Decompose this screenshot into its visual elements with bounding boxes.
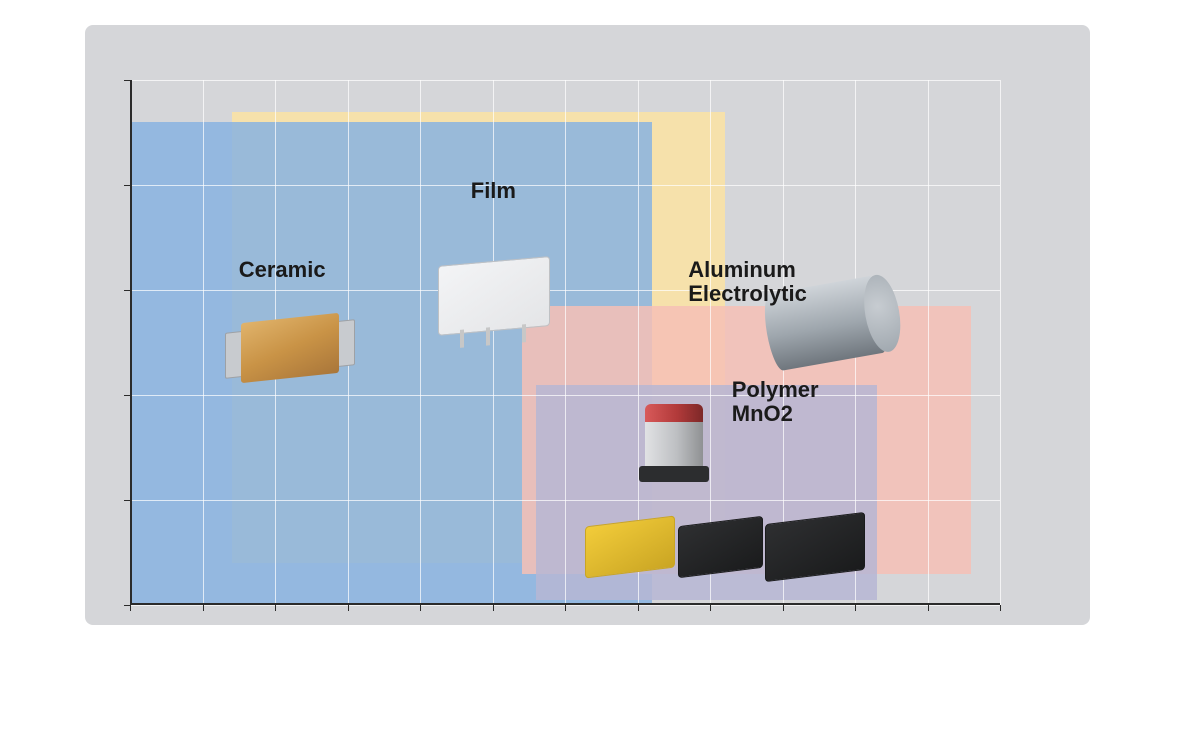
film-capacitor-icon	[438, 256, 548, 346]
label-polymer: Polymer MnO2	[732, 378, 819, 426]
polymer-can-icon	[639, 400, 709, 485]
label-aluminum: Aluminum Electrolytic	[688, 258, 807, 306]
tantalum-black1-icon	[678, 516, 763, 578]
label-ceramic: Ceramic	[239, 258, 326, 282]
chart-card: Ceramic Film Aluminum Electrolytic Polym…	[85, 25, 1090, 625]
plot-area: Ceramic Film Aluminum Electrolytic Polym…	[130, 80, 1000, 605]
label-film: Film	[471, 179, 516, 203]
